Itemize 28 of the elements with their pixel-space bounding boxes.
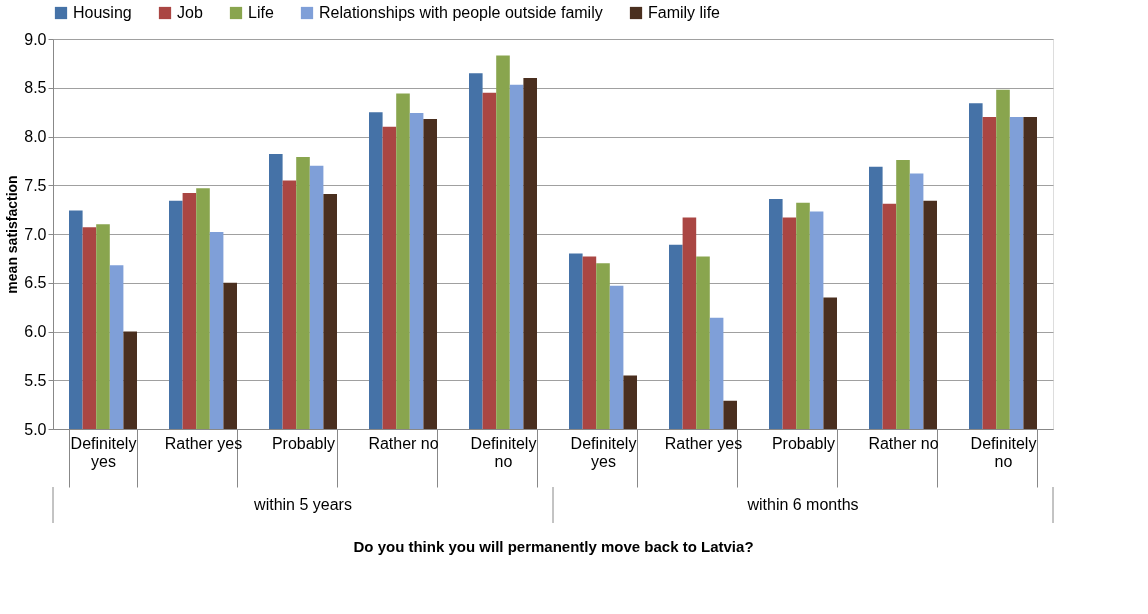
x-tick-label: Probably [271,434,336,452]
y-tick-label: 6.0 [24,323,47,340]
y-axis-title: mean satisfaction [4,175,21,294]
x-tick-label: Rather yes [664,434,743,452]
legend-label: Job [177,4,203,21]
x-tick-label: Definitely no [970,434,1037,470]
legend-label: Housing [73,4,132,21]
text: within 5 years [253,496,352,513]
y-tick-label: 5.5 [24,371,47,389]
x-tick-label: Rather no [368,434,439,452]
y-tick-label: 5.0 [24,420,47,438]
y-tick-label: 8.5 [24,79,47,97]
x-tick-label: Definitely yes [70,434,137,470]
x-tick-label: Rather yes [164,434,243,452]
x-tick-label: Rather no [868,434,939,452]
legend-label: Relationships with people outside family [319,4,603,21]
y-tick-label: 6.5 [24,274,47,292]
legend-label: Family life [648,4,721,21]
y-tick-label: 7.5 [24,176,47,194]
x-axis-title: Do you think you will permanently move back to Latvia? [353,538,754,555]
y-tick-label: 9.0 [24,30,47,48]
text: within 6 months [746,496,859,513]
x-tick-label: Definitely yes [570,434,637,470]
x-tick-label: Definitely no [470,434,537,470]
legend-label: Life [248,4,274,21]
y-tick-label: 7.0 [24,225,47,243]
x-tick-label: Probably [771,434,836,452]
y-tick-label: 8.0 [24,128,47,145]
